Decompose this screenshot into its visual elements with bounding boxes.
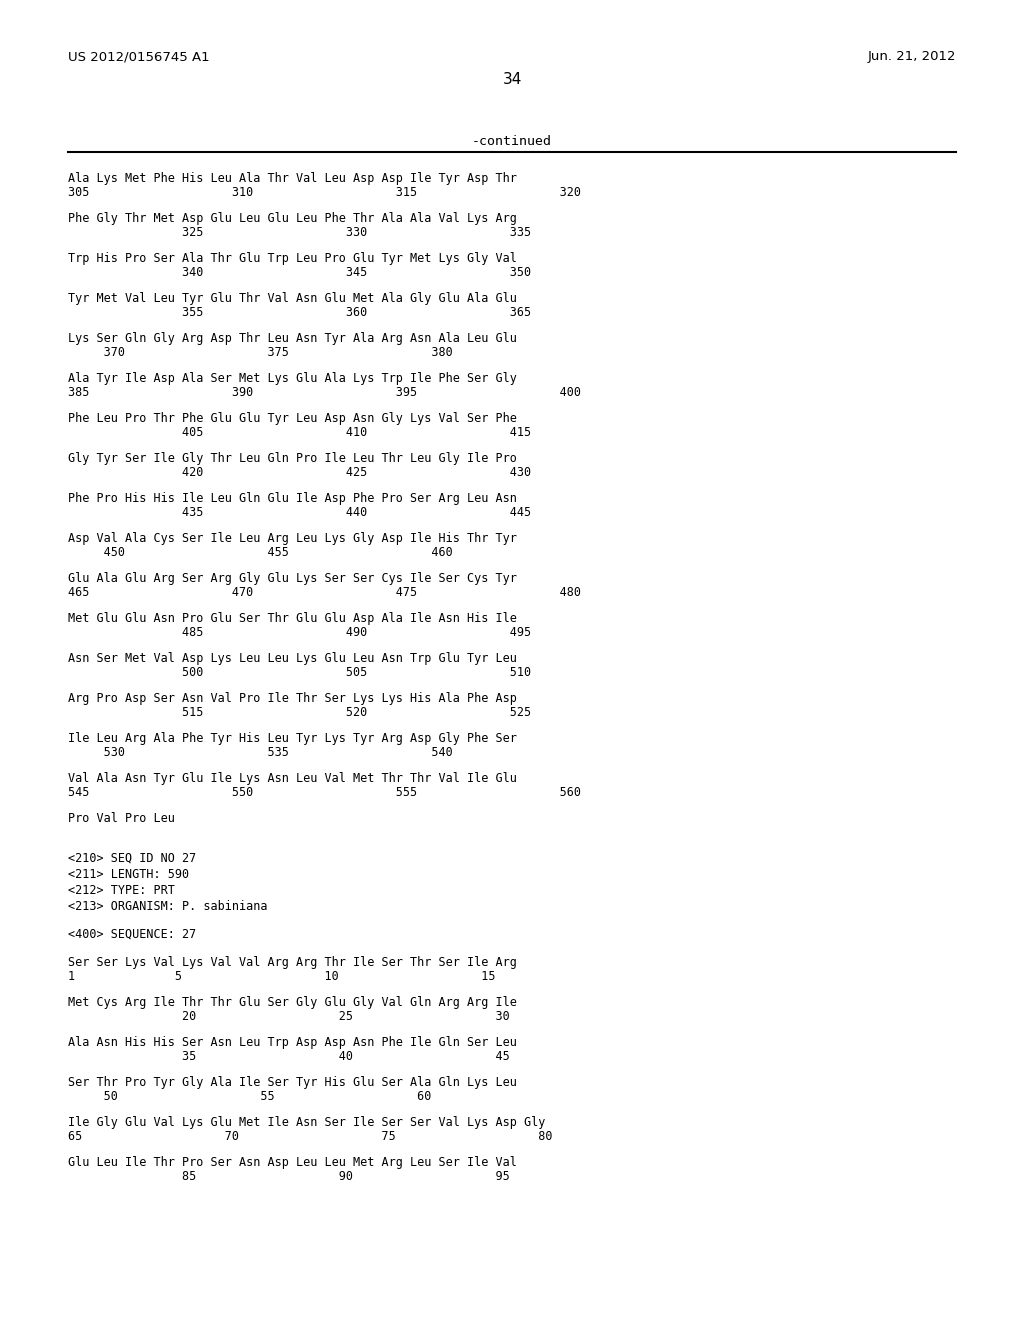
Text: 500                    505                    510: 500 505 510 <box>68 667 531 678</box>
Text: Met Cys Arg Ile Thr Thr Glu Ser Gly Glu Gly Val Gln Arg Arg Ile: Met Cys Arg Ile Thr Thr Glu Ser Gly Glu … <box>68 997 517 1008</box>
Text: 370                    375                    380: 370 375 380 <box>68 346 453 359</box>
Text: US 2012/0156745 A1: US 2012/0156745 A1 <box>68 50 210 63</box>
Text: 450                    455                    460: 450 455 460 <box>68 546 453 558</box>
Text: 325                    330                    335: 325 330 335 <box>68 226 531 239</box>
Text: Glu Leu Ile Thr Pro Ser Asn Asp Leu Leu Met Arg Leu Ser Ile Val: Glu Leu Ile Thr Pro Ser Asn Asp Leu Leu … <box>68 1156 517 1170</box>
Text: 340                    345                    350: 340 345 350 <box>68 267 531 279</box>
Text: Ile Gly Glu Val Lys Glu Met Ile Asn Ser Ile Ser Ser Val Lys Asp Gly: Ile Gly Glu Val Lys Glu Met Ile Asn Ser … <box>68 1115 546 1129</box>
Text: 420                    425                    430: 420 425 430 <box>68 466 531 479</box>
Text: 85                    90                    95: 85 90 95 <box>68 1170 510 1183</box>
Text: 385                    390                    395                    400: 385 390 395 400 <box>68 385 581 399</box>
Text: <212> TYPE: PRT: <212> TYPE: PRT <box>68 884 175 898</box>
Text: 405                    410                    415: 405 410 415 <box>68 426 531 440</box>
Text: 65                    70                    75                    80: 65 70 75 80 <box>68 1130 553 1143</box>
Text: 1              5                    10                    15: 1 5 10 15 <box>68 970 496 983</box>
Text: Phe Leu Pro Thr Phe Glu Glu Tyr Leu Asp Asn Gly Lys Val Ser Phe: Phe Leu Pro Thr Phe Glu Glu Tyr Leu Asp … <box>68 412 517 425</box>
Text: Met Glu Glu Asn Pro Glu Ser Thr Glu Glu Asp Ala Ile Asn His Ile: Met Glu Glu Asn Pro Glu Ser Thr Glu Glu … <box>68 612 517 624</box>
Text: Ile Leu Arg Ala Phe Tyr His Leu Tyr Lys Tyr Arg Asp Gly Phe Ser: Ile Leu Arg Ala Phe Tyr His Leu Tyr Lys … <box>68 733 517 744</box>
Text: Tyr Met Val Leu Tyr Glu Thr Val Asn Glu Met Ala Gly Glu Ala Glu: Tyr Met Val Leu Tyr Glu Thr Val Asn Glu … <box>68 292 517 305</box>
Text: 34: 34 <box>503 73 521 87</box>
Text: <213> ORGANISM: P. sabiniana: <213> ORGANISM: P. sabiniana <box>68 900 267 913</box>
Text: 305                    310                    315                    320: 305 310 315 320 <box>68 186 581 199</box>
Text: Val Ala Asn Tyr Glu Ile Lys Asn Leu Val Met Thr Thr Val Ile Glu: Val Ala Asn Tyr Glu Ile Lys Asn Leu Val … <box>68 772 517 785</box>
Text: -continued: -continued <box>472 135 552 148</box>
Text: <400> SEQUENCE: 27: <400> SEQUENCE: 27 <box>68 928 197 941</box>
Text: 545                    550                    555                    560: 545 550 555 560 <box>68 785 581 799</box>
Text: Pro Val Pro Leu: Pro Val Pro Leu <box>68 812 175 825</box>
Text: Asp Val Ala Cys Ser Ile Leu Arg Leu Lys Gly Asp Ile His Thr Tyr: Asp Val Ala Cys Ser Ile Leu Arg Leu Lys … <box>68 532 517 545</box>
Text: Asn Ser Met Val Asp Lys Leu Leu Lys Glu Leu Asn Trp Glu Tyr Leu: Asn Ser Met Val Asp Lys Leu Leu Lys Glu … <box>68 652 517 665</box>
Text: Ala Lys Met Phe His Leu Ala Thr Val Leu Asp Asp Ile Tyr Asp Thr: Ala Lys Met Phe His Leu Ala Thr Val Leu … <box>68 172 517 185</box>
Text: 355                    360                    365: 355 360 365 <box>68 306 531 319</box>
Text: 435                    440                    445: 435 440 445 <box>68 506 531 519</box>
Text: 50                    55                    60: 50 55 60 <box>68 1090 431 1104</box>
Text: Trp His Pro Ser Ala Thr Glu Trp Leu Pro Glu Tyr Met Lys Gly Val: Trp His Pro Ser Ala Thr Glu Trp Leu Pro … <box>68 252 517 265</box>
Text: 465                    470                    475                    480: 465 470 475 480 <box>68 586 581 599</box>
Text: Ala Asn His His Ser Asn Leu Trp Asp Asp Asn Phe Ile Gln Ser Leu: Ala Asn His His Ser Asn Leu Trp Asp Asp … <box>68 1036 517 1049</box>
Text: <211> LENGTH: 590: <211> LENGTH: 590 <box>68 869 189 880</box>
Text: <210> SEQ ID NO 27: <210> SEQ ID NO 27 <box>68 851 197 865</box>
Text: Ser Thr Pro Tyr Gly Ala Ile Ser Tyr His Glu Ser Ala Gln Lys Leu: Ser Thr Pro Tyr Gly Ala Ile Ser Tyr His … <box>68 1076 517 1089</box>
Text: 515                    520                    525: 515 520 525 <box>68 706 531 719</box>
Text: 485                    490                    495: 485 490 495 <box>68 626 531 639</box>
Text: 35                    40                    45: 35 40 45 <box>68 1049 510 1063</box>
Text: 530                    535                    540: 530 535 540 <box>68 746 453 759</box>
Text: Phe Gly Thr Met Asp Glu Leu Glu Leu Phe Thr Ala Ala Val Lys Arg: Phe Gly Thr Met Asp Glu Leu Glu Leu Phe … <box>68 213 517 224</box>
Text: Ala Tyr Ile Asp Ala Ser Met Lys Glu Ala Lys Trp Ile Phe Ser Gly: Ala Tyr Ile Asp Ala Ser Met Lys Glu Ala … <box>68 372 517 385</box>
Text: Arg Pro Asp Ser Asn Val Pro Ile Thr Ser Lys Lys His Ala Phe Asp: Arg Pro Asp Ser Asn Val Pro Ile Thr Ser … <box>68 692 517 705</box>
Text: Jun. 21, 2012: Jun. 21, 2012 <box>867 50 956 63</box>
Text: Lys Ser Gln Gly Arg Asp Thr Leu Asn Tyr Ala Arg Asn Ala Leu Glu: Lys Ser Gln Gly Arg Asp Thr Leu Asn Tyr … <box>68 333 517 345</box>
Text: 20                    25                    30: 20 25 30 <box>68 1010 510 1023</box>
Text: Ser Ser Lys Val Lys Val Val Arg Arg Thr Ile Ser Thr Ser Ile Arg: Ser Ser Lys Val Lys Val Val Arg Arg Thr … <box>68 956 517 969</box>
Text: Glu Ala Glu Arg Ser Arg Gly Glu Lys Ser Ser Cys Ile Ser Cys Tyr: Glu Ala Glu Arg Ser Arg Gly Glu Lys Ser … <box>68 572 517 585</box>
Text: Phe Pro His His Ile Leu Gln Glu Ile Asp Phe Pro Ser Arg Leu Asn: Phe Pro His His Ile Leu Gln Glu Ile Asp … <box>68 492 517 506</box>
Text: Gly Tyr Ser Ile Gly Thr Leu Gln Pro Ile Leu Thr Leu Gly Ile Pro: Gly Tyr Ser Ile Gly Thr Leu Gln Pro Ile … <box>68 451 517 465</box>
